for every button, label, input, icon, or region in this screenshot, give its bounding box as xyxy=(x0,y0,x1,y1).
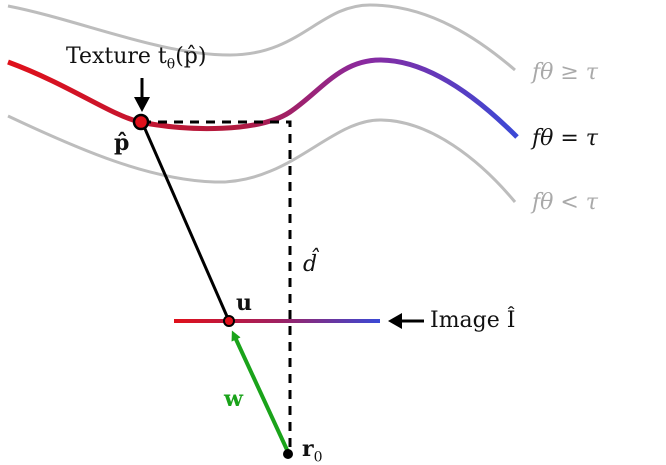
w-label: w xyxy=(224,386,243,412)
iso-curve-lower xyxy=(7,114,517,203)
p-hat-label: p̂ xyxy=(114,130,130,156)
w-arrow xyxy=(231,330,290,453)
r0-label: r0 xyxy=(302,436,323,465)
d-hat-label: d̂ xyxy=(303,252,318,277)
surface-curve xyxy=(7,57,519,139)
image-arrow-head xyxy=(388,313,402,329)
f-ge-tau-label: fθ ≥ τ xyxy=(532,60,598,85)
f-lt-tau-label: fθ < τ xyxy=(532,190,598,215)
point-r0 xyxy=(283,449,293,459)
point-u xyxy=(223,315,235,327)
depth-dashed-line xyxy=(142,120,292,452)
point-p-hat xyxy=(132,113,150,131)
ray-line xyxy=(140,121,231,322)
u-label: u xyxy=(236,290,252,316)
texture-arrow-head xyxy=(134,97,150,112)
texture-label: Texture tθ(p̂) xyxy=(66,44,207,73)
iso-curve-upper xyxy=(7,3,516,72)
f-eq-tau-label: fθ = τ xyxy=(532,126,598,151)
image-label: Image Î xyxy=(430,308,516,333)
